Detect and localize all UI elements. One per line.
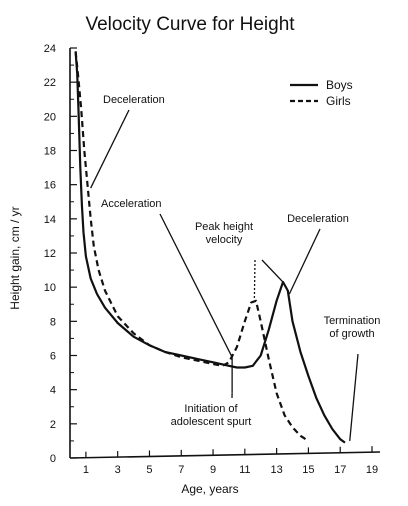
legend-label-boys: Boys xyxy=(326,78,353,92)
x-tick-label: 9 xyxy=(210,464,216,476)
x-tick-label: 19 xyxy=(366,464,378,476)
x-tick-label: 1 xyxy=(83,464,89,476)
x-tick-label: 15 xyxy=(302,464,314,476)
x-ticks: 1 3 5 7 9 11 13 15 17 19 xyxy=(83,446,378,476)
y-tick-label: 8 xyxy=(50,316,56,328)
annotation-text: Termination xyxy=(324,315,381,327)
y-tick-label: 12 xyxy=(44,248,56,260)
y-tick-label: 16 xyxy=(44,180,56,192)
y-tick-label: 0 xyxy=(50,453,56,465)
y-tick-label: 6 xyxy=(50,351,56,363)
x-axis-label: Age, years xyxy=(181,482,238,496)
annotation-text: Deceleration xyxy=(287,213,349,225)
y-tick-label: 2 xyxy=(50,419,56,431)
annotation-text: Acceleration xyxy=(101,198,162,210)
y-axis-label: Height gain, cm / yr xyxy=(8,206,22,309)
legend: Boys Girls xyxy=(290,78,353,108)
annotation: Deceleration xyxy=(287,213,349,294)
series-line-girls xyxy=(76,51,309,441)
annotation-leader xyxy=(91,110,129,188)
x-tick-label: 5 xyxy=(146,464,152,476)
y-tick-label: 24 xyxy=(44,43,56,55)
annotation-text: Peak height xyxy=(195,221,253,233)
annotation-leader xyxy=(289,229,320,294)
x-tick-label: 13 xyxy=(271,464,283,476)
annotation-text: Initiation of xyxy=(184,403,238,415)
annotation-text: of growth xyxy=(329,328,374,340)
y-tick-label: 20 xyxy=(44,111,56,123)
y-tick-label: 18 xyxy=(44,146,56,158)
x-tick-label: 17 xyxy=(334,464,346,476)
y-tick-label: 22 xyxy=(44,77,56,89)
annotation-layer: Deceleration Acceleration Peak heightveloc… xyxy=(91,94,381,441)
series-layer xyxy=(76,51,345,442)
annotation-text: adolescent spurt xyxy=(171,416,252,428)
annotation: Deceleration xyxy=(91,94,165,188)
chart-title: Velocity Curve for Height xyxy=(85,14,295,35)
annotation-leader xyxy=(350,354,358,441)
y-tick-label: 10 xyxy=(44,282,56,294)
legend-label-girls: Girls xyxy=(326,94,351,108)
annotation-text: Deceleration xyxy=(103,94,165,106)
series-line-boys xyxy=(76,51,345,442)
annotation-text: velocity xyxy=(206,234,243,246)
annotation-leader xyxy=(262,260,283,282)
x-tick-label: 3 xyxy=(115,464,121,476)
x-tick-label: 7 xyxy=(178,464,184,476)
x-tick-label: 11 xyxy=(239,464,250,476)
x-axis xyxy=(70,452,380,458)
annotation-leader xyxy=(254,260,255,299)
y-tick-label: 14 xyxy=(44,214,56,226)
y-tick-label: 4 xyxy=(50,385,56,397)
